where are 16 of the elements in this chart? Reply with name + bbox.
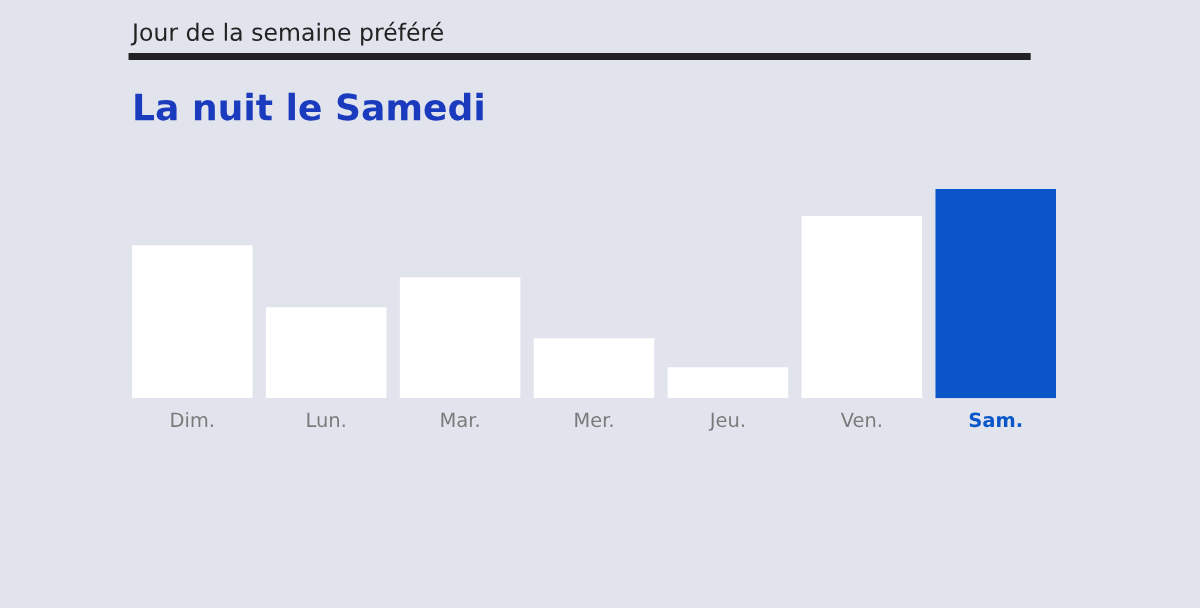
chart-title: Jour de la semaine préféré (130, 21, 443, 46)
bar (801, 216, 923, 399)
x-tick-label: Lun. (307, 412, 345, 428)
x-tick-label: Sam. (969, 412, 1022, 428)
bar (935, 189, 1056, 399)
bar (533, 338, 655, 399)
bar (265, 307, 387, 399)
chart-subtitle: La nuit le Samedi (135, 92, 483, 121)
x-tick-label: Jeu. (708, 412, 744, 431)
bar (132, 245, 253, 399)
x-tick-label: Ven. (840, 412, 881, 428)
bar (667, 367, 789, 399)
x-tick-label: Dim. (171, 412, 213, 427)
x-tick-label: Mar. (441, 412, 479, 428)
x-tick-label: Mer. (575, 412, 613, 428)
bar (399, 277, 521, 399)
